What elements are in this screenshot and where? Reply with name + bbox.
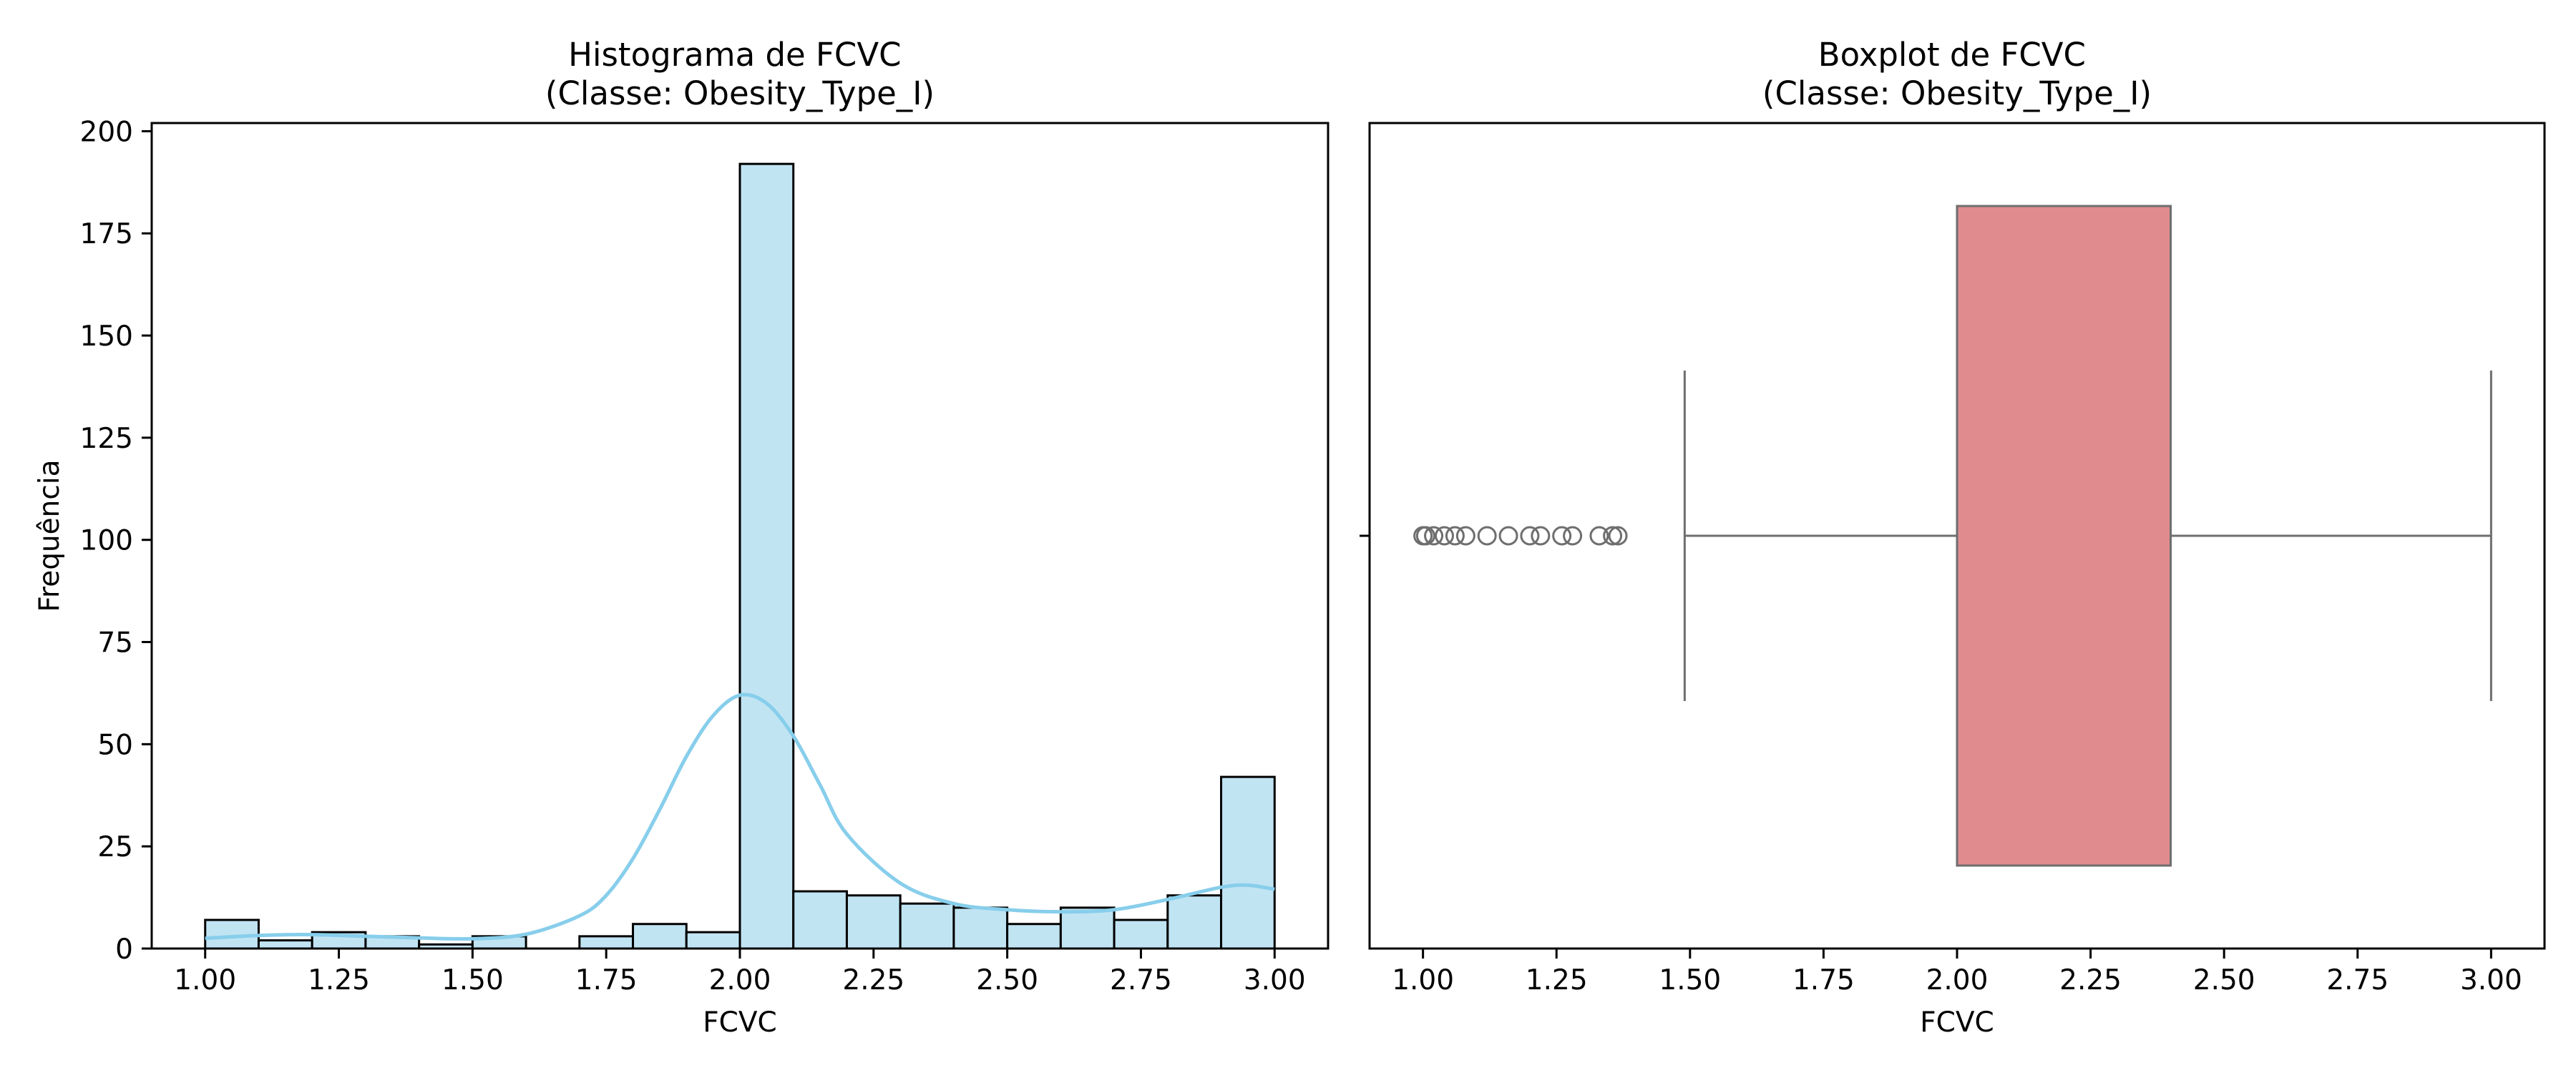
histogram-x-axis-label: FCVC bbox=[703, 1006, 777, 1039]
histogram-bar bbox=[257, 939, 313, 950]
histogram-bar bbox=[1220, 775, 1276, 950]
boxplot-title: Boxplot de FCVC (Classe: Obesity_Type_I) bbox=[1762, 36, 2152, 112]
histogram-title-line-1: Histograma de FCVC bbox=[568, 36, 901, 74]
histogram-bars bbox=[204, 162, 1276, 950]
outlier-point bbox=[1445, 526, 1465, 546]
outlier-point bbox=[1415, 526, 1435, 546]
histogram-y-tick-label: 175 bbox=[80, 218, 133, 250]
histogram-bar bbox=[738, 162, 795, 950]
histogram-bar bbox=[1166, 894, 1223, 950]
boxplot-title-line-2: (Classe: Obesity_Type_I) bbox=[1762, 74, 2152, 112]
histogram-x-tick-label: 1.75 bbox=[575, 964, 638, 996]
boxplot-x-tick-label: 2.00 bbox=[1926, 964, 1989, 996]
boxplot-x-tick-label: 1.75 bbox=[1792, 964, 1855, 996]
histogram-x-tick-label: 2.00 bbox=[709, 964, 771, 996]
outlier-point bbox=[1531, 526, 1551, 546]
histogram-title: Histograma de FCVC (Classe: Obesity_Type… bbox=[545, 36, 935, 112]
histogram-panel: Histograma de FCVC (Classe: Obesity_Type… bbox=[34, 36, 1330, 1039]
histogram-title-line-2: (Classe: Obesity_Type_I) bbox=[545, 74, 935, 112]
histogram-y-tick-label: 150 bbox=[80, 320, 133, 353]
histogram-bar bbox=[632, 923, 688, 950]
outlier-point bbox=[1455, 526, 1475, 546]
outlier-point bbox=[1563, 526, 1583, 546]
histogram-bar bbox=[685, 931, 741, 950]
histogram-bar bbox=[845, 894, 902, 950]
iqr-box bbox=[1956, 205, 2172, 867]
histogram-x-tick-label: 1.00 bbox=[174, 964, 236, 996]
boxplot-panel: Boxplot de FCVC (Classe: Obesity_Type_I)… bbox=[1360, 36, 2546, 1039]
histogram-x-tick-label: 1.25 bbox=[308, 964, 370, 996]
boxplot-x-tick-label: 2.75 bbox=[2326, 964, 2389, 996]
outlier-point bbox=[1498, 526, 1518, 546]
histogram-y-tick-label: 200 bbox=[80, 116, 133, 148]
histogram-x-tick-label: 1.50 bbox=[441, 964, 504, 996]
histogram-y-tick-label: 25 bbox=[97, 831, 133, 863]
histogram-y-tick-label: 100 bbox=[80, 525, 133, 557]
boxplot-elements bbox=[1413, 205, 2492, 867]
kde-curve bbox=[205, 692, 1275, 941]
histogram-y-tick-label: 75 bbox=[97, 627, 133, 660]
outlier-point bbox=[1477, 526, 1497, 546]
boxplot-x-tick-label: 2.50 bbox=[2193, 964, 2255, 996]
histogram-bar bbox=[952, 906, 1009, 950]
histogram-bar bbox=[899, 902, 955, 950]
histogram-y-tick-label: 125 bbox=[80, 423, 133, 455]
outlier-point bbox=[1589, 526, 1609, 546]
outlier-point bbox=[1434, 526, 1454, 546]
histogram-x-tick-label: 2.50 bbox=[976, 964, 1038, 996]
histogram-bar bbox=[1059, 906, 1116, 950]
boxplot-x-tick-label: 1.50 bbox=[1659, 964, 1721, 996]
boxplot-x-ticks: 1.00 1.25 1.50 1.75 2.00 2.25 2.50 2.75 3.00 bbox=[1392, 949, 2522, 996]
outlier-point bbox=[1424, 526, 1444, 546]
histogram-y-ticks: 0 25 50 75 100 125 150 175 200 bbox=[80, 116, 152, 966]
histogram-x-tick-label: 2.75 bbox=[1110, 964, 1172, 996]
boxplot-x-tick-label: 2.25 bbox=[2059, 964, 2122, 996]
histogram-bar bbox=[578, 935, 635, 950]
boxplot-x-tick-label: 3.00 bbox=[2460, 964, 2522, 996]
outlier-point bbox=[1608, 526, 1628, 546]
boxplot-x-tick-label: 1.00 bbox=[1392, 964, 1454, 996]
histogram-bar bbox=[1113, 918, 1169, 950]
histogram-x-ticks: 1.00 1.25 1.50 1.75 2.00 2.25 2.50 2.75 3.00 bbox=[174, 949, 1306, 996]
histogram-y-tick-label: 0 bbox=[115, 934, 133, 966]
histogram-x-tick-label: 2.25 bbox=[842, 964, 904, 996]
outlier-point bbox=[1603, 526, 1623, 546]
boxplot-x-tick-label: 1.25 bbox=[1526, 964, 1588, 996]
histogram-bar bbox=[1006, 923, 1062, 950]
outlier-point bbox=[1552, 526, 1572, 546]
histogram-y-axis-label: Frequência bbox=[34, 459, 66, 612]
histogram-y-tick-label: 50 bbox=[97, 729, 133, 761]
histogram-x-tick-label: 3.00 bbox=[1244, 964, 1306, 996]
outlier-point bbox=[1520, 526, 1540, 546]
histogram-bar bbox=[792, 890, 848, 950]
boxplot-x-axis-label: FCVC bbox=[1920, 1006, 1994, 1039]
boxplot-title-line-1: Boxplot de FCVC bbox=[1818, 36, 2086, 74]
